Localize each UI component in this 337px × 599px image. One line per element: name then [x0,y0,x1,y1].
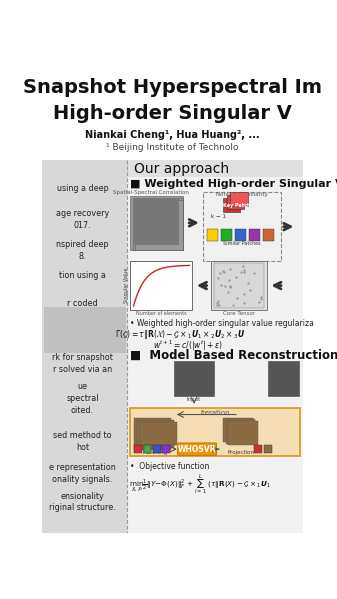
Bar [254,445,262,453]
Bar [153,445,161,453]
Text: $w^{t+1} = c/(|w^t| + \varepsilon)$: $w^{t+1} = c/(|w^t| + \varepsilon)$ [153,338,223,353]
Text: ■  Model Based Reconstruction: ■ Model Based Reconstruction [130,349,337,362]
Bar [135,201,183,250]
Bar [223,418,253,442]
Text: age recovery
017.: age recovery 017. [56,209,109,230]
Text: e representation
onality signals.: e representation onality signals. [49,463,116,484]
FancyBboxPatch shape [178,443,216,455]
Bar [174,361,214,396]
Bar [231,192,247,206]
Bar [42,72,303,161]
Bar [140,422,177,445]
Text: tion using a: tion using a [59,271,106,280]
Bar [144,445,151,453]
Text: Input: Input [187,397,201,402]
Bar [134,445,142,453]
Text: Niankai Cheng¹, Hua Huang², ...: Niankai Cheng¹, Hua Huang², ... [85,131,260,140]
Text: $\min_{X,\mathcal{P}} \frac{1}{2}\|Y - \Phi(X)\|_F^2 + \sum_{l=1}^{L}\ (\tau\|\m: $\min_{X,\mathcal{P}} \frac{1}{2}\|Y - \… [129,472,271,496]
Bar [137,420,174,447]
Bar [228,420,257,445]
Text: Key Patch: Key Patch [223,203,250,208]
Text: Spatial-Spectral Correlation: Spatial-Spectral Correlation [113,190,189,195]
Text: sed method to
hot: sed method to hot [53,431,112,452]
Text: ensionality
riginal structure.: ensionality riginal structure. [49,492,116,512]
Bar [223,198,240,212]
Bar [133,198,183,250]
Bar [133,198,179,245]
Text: Matching: Matching [143,450,168,455]
Text: Number of elements: Number of elements [136,310,187,316]
Bar [130,261,192,310]
Bar [42,161,127,533]
Text: ■ Weighted High-order Singular Valu: ■ Weighted High-order Singular Valu [130,179,337,189]
Bar [130,409,300,456]
Text: • Weighted high-order singular value regulariza: • Weighted high-order singular value reg… [130,319,314,328]
Text: r coded: r coded [67,299,98,308]
Text: $\Gamma(\mathcal{G}) = \tau\|\mathbf{R}(\mathcal{X}) - \mathcal{G} \times_1 \bol: $\Gamma(\mathcal{G}) = \tau\|\mathbf{R}(… [115,328,246,341]
FancyBboxPatch shape [203,192,281,261]
Bar [226,419,255,444]
Bar [133,418,171,450]
Text: Similar Patches: Similar Patches [223,241,261,246]
Bar [263,229,274,241]
Text: Singular Value: Singular Value [124,268,129,303]
Bar [214,263,264,308]
Text: ue
spectral
oited.: ue spectral oited. [66,382,99,415]
Bar [264,445,272,453]
Bar [269,361,300,396]
Bar [221,229,232,241]
Bar [211,261,267,310]
Text: •  Objective function: • Objective function [130,462,210,471]
Text: k − 1: k − 1 [211,214,226,219]
Text: using a deep: using a deep [57,183,108,192]
Bar [235,229,246,241]
Text: Nonlocal Similarity: Nonlocal Similarity [216,192,268,197]
Text: Our approach: Our approach [133,162,229,176]
Text: Iteration: Iteration [201,410,230,416]
Text: ¹ Beijing Institute of Technolo: ¹ Beijing Institute of Technolo [106,144,239,153]
Bar [127,161,303,533]
Bar [44,307,126,353]
Text: WHOSVR: WHOSVR [178,444,216,453]
Text: rk for snapshot
r solved via an: rk for snapshot r solved via an [52,353,113,374]
Bar [226,195,244,209]
Bar [130,196,183,250]
Bar [249,229,260,241]
Text: Projection: Projection [227,450,254,455]
Bar [207,229,218,241]
Bar [162,445,170,453]
Text: Core Tensor: Core Tensor [223,310,255,316]
Text: nspired deep
8.: nspired deep 8. [56,240,109,261]
Bar [127,161,303,177]
Text: Snapshot Hyperspectral Im: Snapshot Hyperspectral Im [23,78,322,97]
Text: High-order Singular V: High-order Singular V [53,104,292,123]
